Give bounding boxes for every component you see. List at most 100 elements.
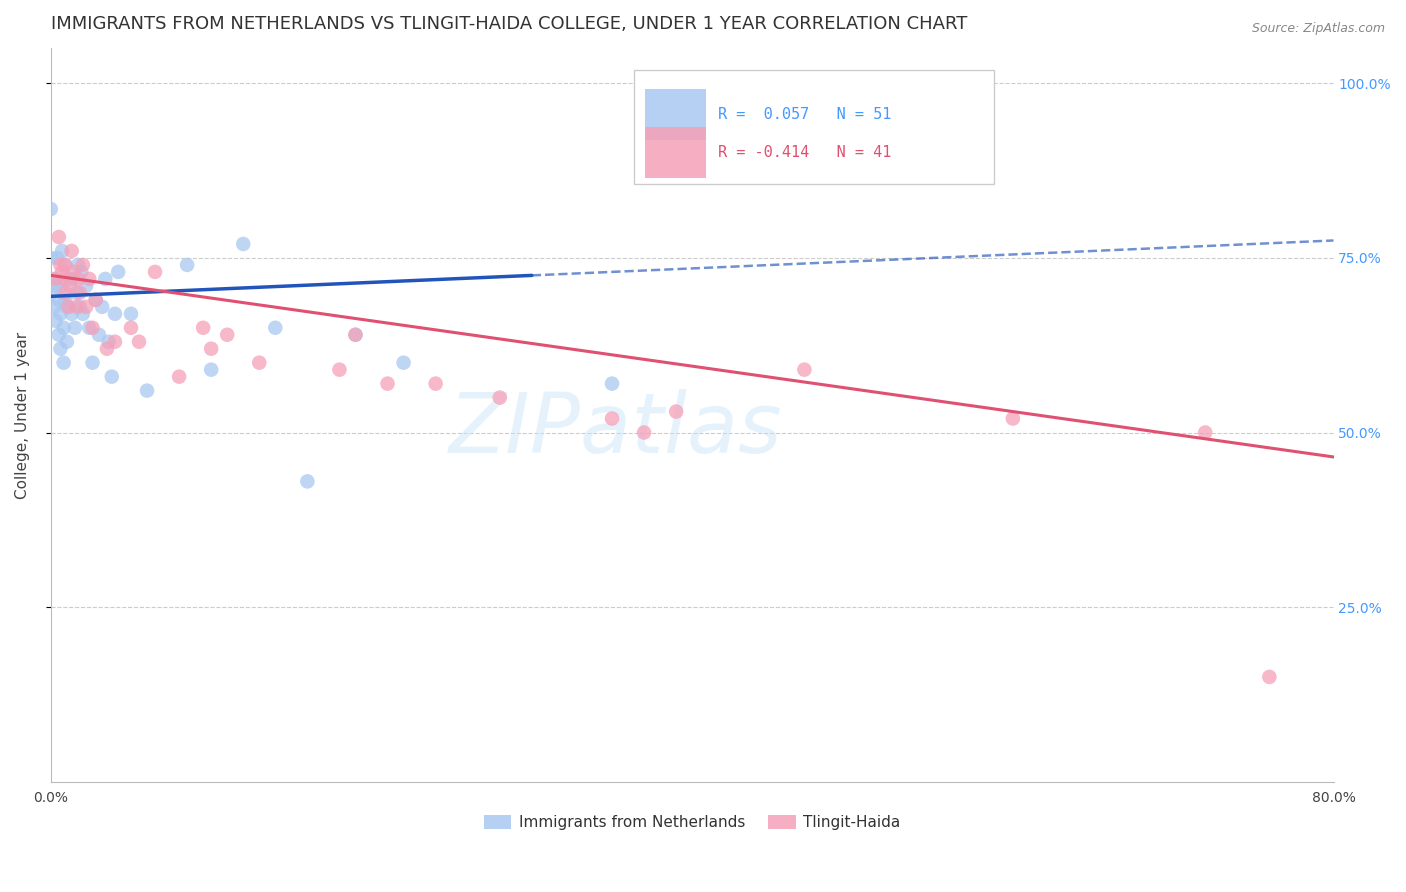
Point xyxy=(60,307,83,321)
Point xyxy=(53,258,76,272)
Point xyxy=(392,356,415,370)
Point xyxy=(69,300,91,314)
Point xyxy=(200,342,222,356)
Point xyxy=(377,376,399,391)
Point xyxy=(42,300,65,314)
Point xyxy=(46,251,69,265)
Point xyxy=(51,244,73,258)
Point xyxy=(62,265,84,279)
FancyBboxPatch shape xyxy=(645,89,706,140)
Point xyxy=(58,300,80,314)
Point xyxy=(665,404,688,418)
Point xyxy=(84,293,107,307)
Point xyxy=(217,327,239,342)
Point xyxy=(49,342,72,356)
Point xyxy=(75,300,97,314)
FancyBboxPatch shape xyxy=(634,70,994,184)
Point xyxy=(488,391,510,405)
Point xyxy=(39,285,62,300)
Point xyxy=(45,278,67,293)
Point xyxy=(49,307,72,321)
Point xyxy=(921,76,943,90)
Point xyxy=(107,265,129,279)
Point xyxy=(1258,670,1281,684)
Point xyxy=(53,258,76,272)
Point xyxy=(79,272,101,286)
Point xyxy=(1001,411,1024,425)
Point xyxy=(82,320,104,334)
Point xyxy=(167,369,190,384)
Point xyxy=(70,265,93,279)
Point xyxy=(56,334,79,349)
Point xyxy=(48,327,70,342)
Legend: Immigrants from Netherlands, Tlingit-Haida: Immigrants from Netherlands, Tlingit-Hai… xyxy=(478,808,907,837)
Point xyxy=(72,258,94,272)
Point xyxy=(65,285,87,300)
Point xyxy=(344,327,367,342)
Point xyxy=(79,320,101,334)
Point xyxy=(264,320,287,334)
Point xyxy=(120,307,142,321)
Point xyxy=(52,320,75,334)
Point xyxy=(60,244,83,258)
Point xyxy=(232,237,254,252)
Point xyxy=(97,334,120,349)
Point xyxy=(51,265,73,279)
Point xyxy=(176,258,198,272)
Point xyxy=(1194,425,1216,440)
Point xyxy=(82,356,104,370)
Point xyxy=(62,272,84,286)
Point xyxy=(104,334,127,349)
Point xyxy=(104,307,127,321)
Point xyxy=(67,272,90,286)
Point xyxy=(51,278,73,293)
Point xyxy=(53,285,76,300)
FancyBboxPatch shape xyxy=(645,127,706,178)
Point xyxy=(39,202,62,216)
Point xyxy=(52,272,75,286)
Text: R =  0.057   N = 51: R = 0.057 N = 51 xyxy=(718,107,891,122)
Point xyxy=(75,278,97,293)
Text: IMMIGRANTS FROM NETHERLANDS VS TLINGIT-HAIDA COLLEGE, UNDER 1 YEAR CORRELATION C: IMMIGRANTS FROM NETHERLANDS VS TLINGIT-H… xyxy=(51,15,967,33)
Point xyxy=(49,258,72,272)
Point xyxy=(633,425,655,440)
Point xyxy=(793,362,815,376)
Point xyxy=(59,272,82,286)
Point xyxy=(297,475,319,489)
Point xyxy=(600,411,623,425)
Point xyxy=(72,307,94,321)
Point xyxy=(69,285,91,300)
Point xyxy=(48,293,70,307)
Text: ZIPatlas: ZIPatlas xyxy=(449,389,782,470)
Point xyxy=(91,300,114,314)
Point xyxy=(67,258,90,272)
Point xyxy=(143,265,166,279)
Point xyxy=(120,320,142,334)
Point xyxy=(48,230,70,244)
Point xyxy=(344,327,367,342)
Point xyxy=(42,272,65,286)
Point xyxy=(52,356,75,370)
Point xyxy=(128,334,150,349)
Point xyxy=(600,376,623,391)
Point xyxy=(425,376,447,391)
Text: Source: ZipAtlas.com: Source: ZipAtlas.com xyxy=(1251,22,1385,36)
Point xyxy=(56,300,79,314)
Point xyxy=(100,369,122,384)
Point xyxy=(45,272,67,286)
Point xyxy=(96,342,118,356)
Point xyxy=(53,293,76,307)
Y-axis label: College, Under 1 year: College, Under 1 year xyxy=(15,332,30,499)
Point xyxy=(87,327,110,342)
Point xyxy=(94,272,117,286)
Point xyxy=(247,356,270,370)
Point xyxy=(63,320,86,334)
Point xyxy=(45,314,67,328)
Text: R = -0.414   N = 41: R = -0.414 N = 41 xyxy=(718,145,891,160)
Point xyxy=(65,300,87,314)
Point xyxy=(84,293,107,307)
Point xyxy=(39,251,62,265)
Point xyxy=(59,278,82,293)
Point xyxy=(200,362,222,376)
Point xyxy=(191,320,214,334)
